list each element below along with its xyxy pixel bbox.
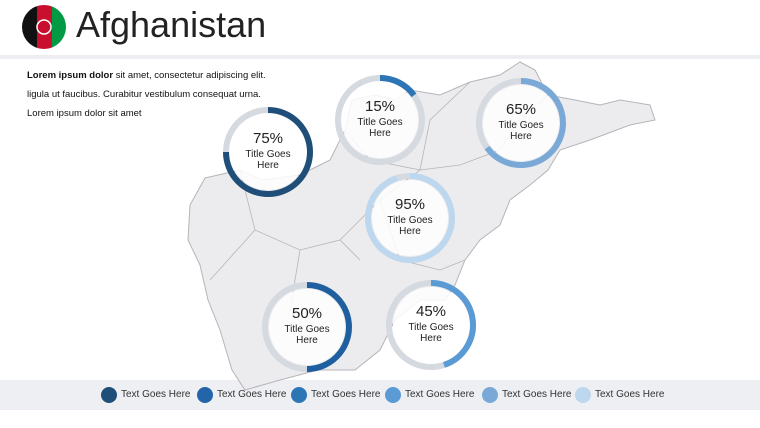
gauge-value: 65% <box>505 101 537 118</box>
legend-label: Text Goes Here <box>405 389 475 400</box>
legend-label: Text Goes Here <box>595 389 665 400</box>
gauge-value: 75% <box>252 130 284 147</box>
legend-label: Text Goes Here <box>502 389 572 400</box>
gauge-face <box>230 114 306 190</box>
gauge-value: 15% <box>364 98 396 115</box>
gauge-value: 50% <box>291 305 323 322</box>
gauge-title: Title Goes Here <box>357 117 403 139</box>
legend-swatch <box>482 387 498 403</box>
header-rule <box>0 55 760 59</box>
gauge-arc <box>306 282 352 372</box>
legend-swatch <box>385 387 401 403</box>
legend-swatch <box>575 387 591 403</box>
gauge-title: Title Goes Here <box>408 322 454 344</box>
gauge-face <box>269 289 345 365</box>
legend-swatch <box>197 387 213 403</box>
page-title: Afghanistan <box>76 4 267 45</box>
legend-swatch <box>291 387 307 403</box>
gauge-face <box>483 85 559 161</box>
legend-label: Text Goes Here <box>217 389 287 400</box>
gauge-arc <box>365 173 455 263</box>
flag <box>22 5 66 49</box>
gauge-title: Title Goes Here <box>245 149 291 171</box>
gauge-face <box>393 287 469 363</box>
legend-band <box>0 380 760 410</box>
gauge-title: Title Goes Here <box>498 120 544 142</box>
intro-text: Lorem ipsum dolor sit amet, consectetur … <box>27 66 277 123</box>
gauge-value: 45% <box>415 303 447 320</box>
legend-label: Text Goes Here <box>311 389 381 400</box>
gauge-value: 95% <box>394 196 426 213</box>
gauge-title: Title Goes Here <box>387 215 433 237</box>
gauge-arc <box>379 75 417 98</box>
gauge-arc <box>484 78 566 168</box>
gauge-face <box>372 180 448 256</box>
intro-body: sit amet, consectetur adipiscing elit. l… <box>27 70 266 119</box>
intro-bold: Lorem ipsum dolor <box>27 70 114 81</box>
gauge-title: Title Goes Here <box>284 324 330 346</box>
legend-swatch <box>101 387 117 403</box>
legend-label: Text Goes Here <box>121 389 191 400</box>
gauge-arc <box>223 107 313 197</box>
gauge-face <box>342 82 418 158</box>
gauge-arc <box>430 280 476 368</box>
